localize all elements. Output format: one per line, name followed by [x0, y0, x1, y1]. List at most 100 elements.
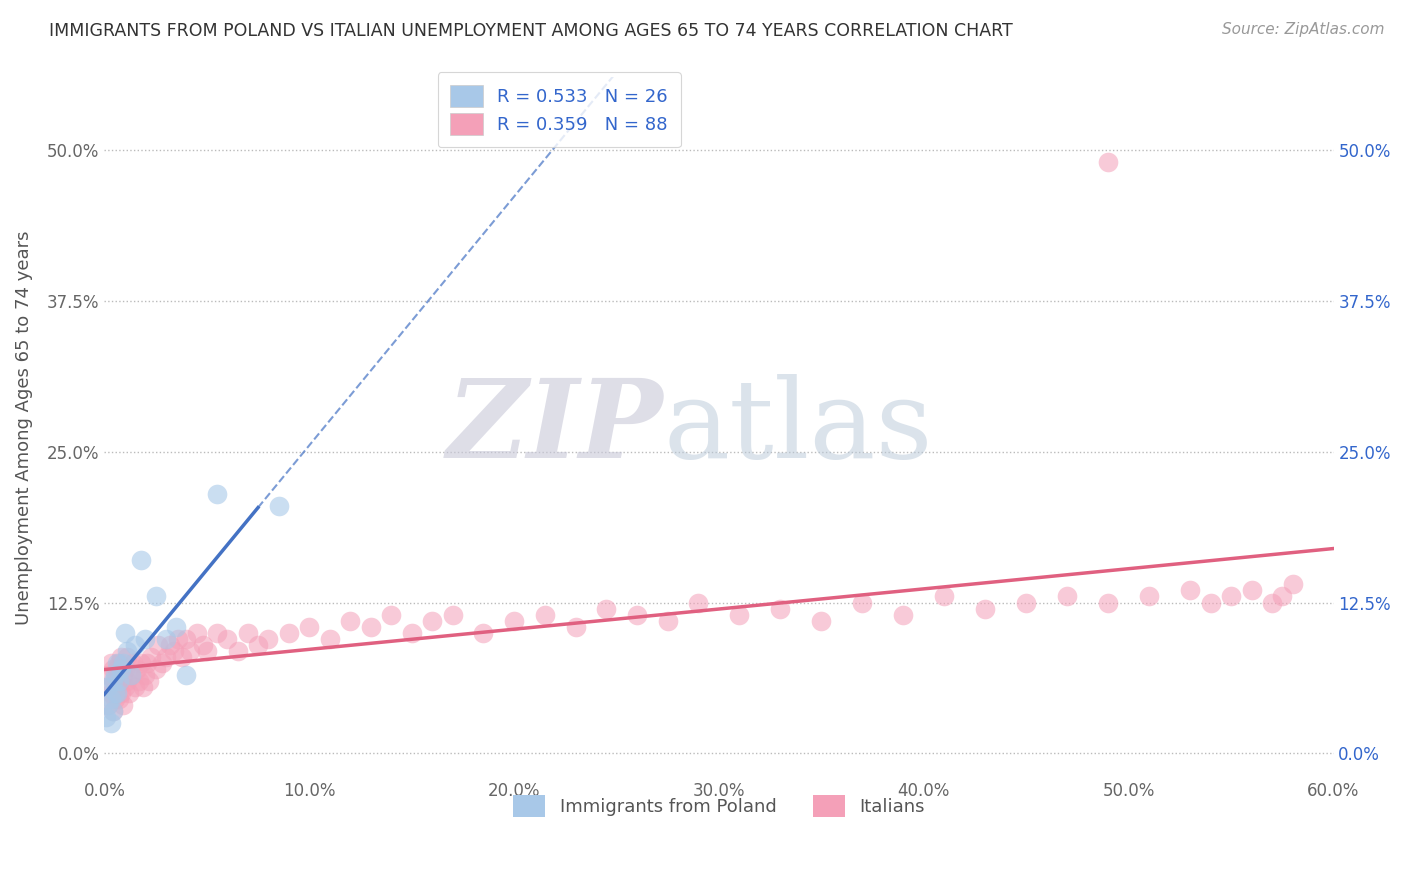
Text: Source: ZipAtlas.com: Source: ZipAtlas.com — [1222, 22, 1385, 37]
Point — [1281, 577, 1303, 591]
Point — [105, 662, 128, 676]
Point — [96, 710, 118, 724]
Point — [107, 656, 129, 670]
Point — [688, 595, 710, 609]
Point — [1271, 590, 1294, 604]
Point — [110, 662, 132, 676]
Point — [891, 607, 914, 622]
Point — [165, 620, 187, 634]
Point — [129, 553, 152, 567]
Point — [195, 644, 218, 658]
Point — [101, 673, 124, 688]
Point — [257, 632, 280, 646]
Point — [1056, 590, 1078, 604]
Point — [127, 662, 149, 676]
Text: atlas: atlas — [664, 374, 934, 481]
Point — [97, 698, 120, 713]
Point — [533, 607, 555, 622]
Point — [111, 698, 134, 713]
Point — [503, 614, 526, 628]
Point — [97, 698, 120, 713]
Point — [96, 680, 118, 694]
Y-axis label: Unemployment Among Ages 65 to 74 years: Unemployment Among Ages 65 to 74 years — [15, 230, 32, 624]
Point — [146, 638, 169, 652]
Point — [1240, 583, 1263, 598]
Point — [226, 644, 249, 658]
Point — [155, 632, 177, 646]
Point — [101, 704, 124, 718]
Point — [105, 680, 128, 694]
Point — [100, 686, 122, 700]
Point — [107, 673, 129, 688]
Point — [145, 662, 167, 676]
Point — [159, 638, 181, 652]
Point — [1097, 595, 1119, 609]
Legend: Immigrants from Poland, Italians: Immigrants from Poland, Italians — [506, 788, 932, 824]
Point — [1261, 595, 1284, 609]
Point — [105, 686, 128, 700]
Point — [97, 680, 120, 694]
Text: ZIP: ZIP — [447, 374, 664, 482]
Point — [657, 614, 679, 628]
Point — [114, 680, 136, 694]
Point — [472, 625, 495, 640]
Point — [104, 668, 127, 682]
Point — [186, 625, 208, 640]
Point — [115, 649, 138, 664]
Point — [136, 656, 159, 670]
Point — [401, 625, 423, 640]
Point — [974, 601, 997, 615]
Point — [360, 620, 382, 634]
Point — [236, 625, 259, 640]
Point — [124, 638, 146, 652]
Point — [104, 692, 127, 706]
Point — [101, 704, 124, 718]
Point — [163, 644, 186, 658]
Point — [124, 680, 146, 694]
Text: IMMIGRANTS FROM POLAND VS ITALIAN UNEMPLOYMENT AMONG AGES 65 TO 74 YEARS CORRELA: IMMIGRANTS FROM POLAND VS ITALIAN UNEMPL… — [49, 22, 1012, 40]
Point — [100, 656, 122, 670]
Point — [155, 649, 177, 664]
Point — [115, 644, 138, 658]
Point — [132, 680, 155, 694]
Point — [120, 668, 142, 682]
Point — [267, 499, 290, 513]
Point — [420, 614, 443, 628]
Point — [111, 668, 134, 682]
Point — [167, 632, 190, 646]
Point — [110, 649, 132, 664]
Point — [298, 620, 321, 634]
Point — [172, 649, 194, 664]
Point — [1097, 155, 1119, 169]
Point — [441, 607, 464, 622]
Point — [769, 601, 792, 615]
Point — [118, 686, 141, 700]
Point — [120, 668, 142, 682]
Point — [114, 625, 136, 640]
Point — [1220, 590, 1243, 604]
Point — [107, 692, 129, 706]
Point — [129, 656, 152, 670]
Point — [339, 614, 361, 628]
Point — [122, 656, 145, 670]
Point — [277, 625, 299, 640]
Point — [595, 601, 617, 615]
Point — [247, 638, 270, 652]
Point — [319, 632, 342, 646]
Point — [104, 673, 127, 688]
Point — [100, 716, 122, 731]
Point — [564, 620, 586, 634]
Point — [179, 644, 201, 658]
Point — [851, 595, 873, 609]
Point — [191, 638, 214, 652]
Point — [1178, 583, 1201, 598]
Point — [176, 668, 198, 682]
Point — [1015, 595, 1038, 609]
Point — [728, 607, 751, 622]
Point — [104, 686, 127, 700]
Point — [380, 607, 402, 622]
Point — [105, 656, 128, 670]
Point — [110, 686, 132, 700]
Point — [1137, 590, 1160, 604]
Point — [626, 607, 648, 622]
